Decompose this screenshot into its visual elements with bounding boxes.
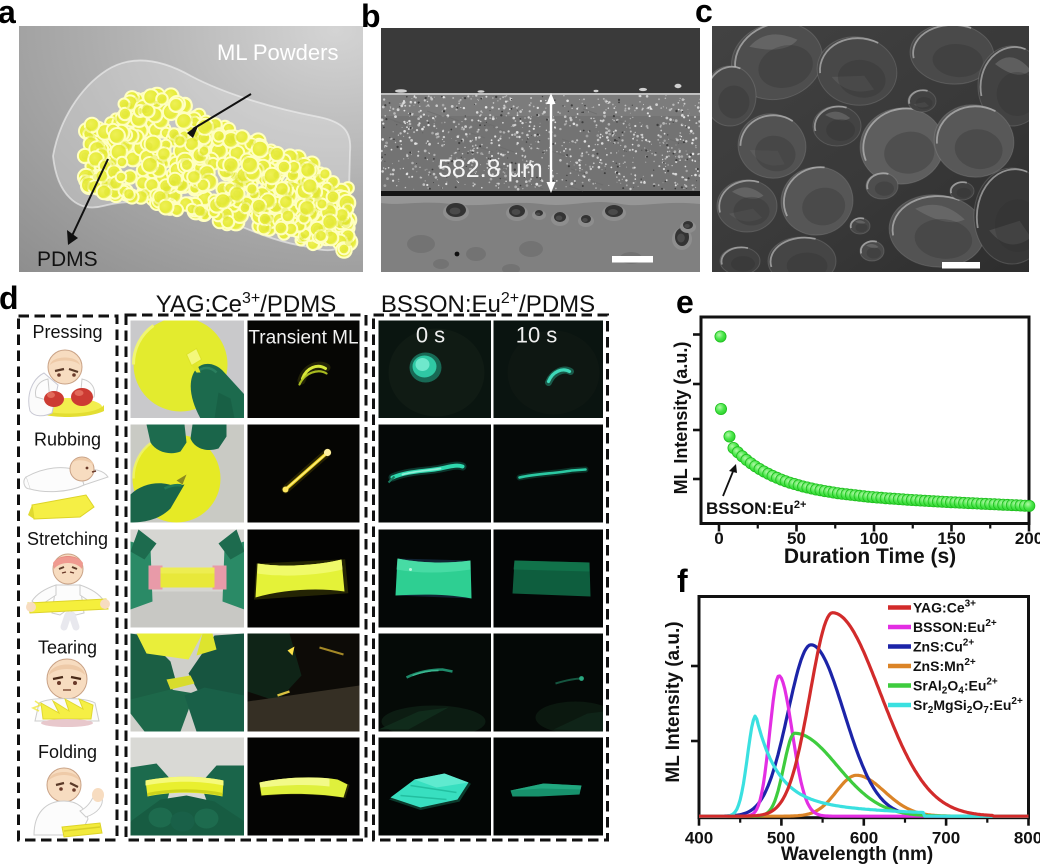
svg-text:Pressing: Pressing [32, 322, 102, 342]
svg-text:700: 700 [932, 829, 960, 848]
svg-text:SrAl2O4:Eu2+: SrAl2O4:Eu2+ [913, 677, 998, 697]
svg-text:Rubbing: Rubbing [34, 430, 101, 450]
svg-text:YAG:Ce3+: YAG:Ce3+ [913, 599, 976, 616]
svg-text:50: 50 [787, 529, 806, 548]
svg-text:Sr2MgSi2O7:Eu2+: Sr2MgSi2O7:Eu2+ [913, 696, 1023, 716]
svg-text:ML Powders: ML Powders [217, 40, 338, 65]
svg-text:0: 0 [714, 529, 723, 548]
svg-text:150: 150 [937, 529, 965, 548]
svg-text:582.8 μm: 582.8 μm [438, 155, 543, 183]
svg-text:ML Intensity (a.u.): ML Intensity (a.u.) [663, 621, 684, 782]
svg-text:ZnS:Mn2+: ZnS:Mn2+ [913, 657, 976, 674]
svg-text:Stretching: Stretching [27, 529, 108, 549]
svg-text:200: 200 [1015, 529, 1040, 548]
svg-text:ZnS:Cu2+: ZnS:Cu2+ [913, 638, 974, 655]
svg-text:500: 500 [767, 829, 795, 848]
svg-text:Tearing: Tearing [38, 638, 97, 658]
svg-text:400: 400 [685, 829, 713, 848]
svg-text:100: 100 [860, 529, 888, 548]
svg-text:Duration Time (s): Duration Time (s) [784, 545, 956, 568]
svg-text:ML Intensity (a.u.): ML Intensity (a.u.) [671, 342, 691, 495]
svg-text:800: 800 [1014, 829, 1040, 848]
svg-text:Folding: Folding [38, 742, 97, 762]
svg-text:Transient ML: Transient ML [248, 328, 358, 349]
svg-text:PDMS: PDMS [37, 248, 98, 271]
svg-text:0 s: 0 s [416, 323, 445, 348]
svg-text:10 s: 10 s [516, 323, 558, 348]
svg-text:Wavelength (nm): Wavelength (nm) [781, 844, 933, 864]
svg-text:BSSON:Eu2+: BSSON:Eu2+ [913, 618, 997, 635]
svg-text:600: 600 [850, 829, 878, 848]
svg-text:BSSON:Eu2+: BSSON:Eu2+ [706, 499, 806, 518]
